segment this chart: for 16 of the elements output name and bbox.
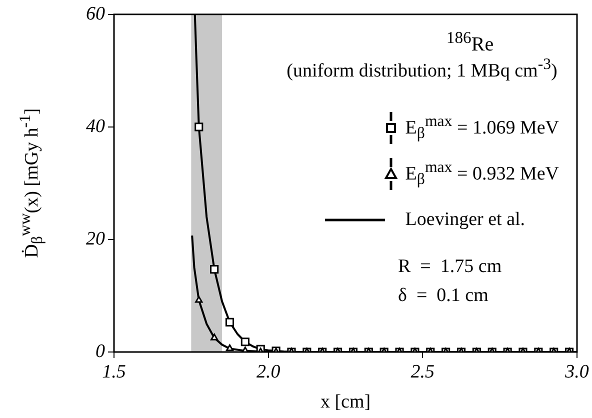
annotation: δ = 0.1 cm [398,285,488,307]
annotation: $^{186}$Re [445,28,495,57]
annotation: R = 1.75 cm [398,256,502,278]
y-tick-label: 60 [86,3,106,24]
x-tick-label: 1.5 [102,361,126,382]
legend-label: Loevinger et al. [405,209,526,231]
annotation: (uniform distribution; 1 MBq cm$^{-3}$) [286,56,558,82]
y-tick-label: 0 [96,341,106,362]
x-axis-title: x [cm] [320,392,371,413]
y-tick-label: 20 [86,228,106,250]
x-tick-label: 2.5 [410,361,435,382]
x-tick-label: 2.0 [256,361,281,382]
y-tick-label: 40 [86,116,106,137]
x-tick-label: 3.0 [564,361,590,382]
legend-label: E$_{β}$$^{max}$ = 1.069 MeV [405,112,559,144]
legend-label: E$_{β}$$^{max}$ = 0.932 MeV [405,158,559,190]
